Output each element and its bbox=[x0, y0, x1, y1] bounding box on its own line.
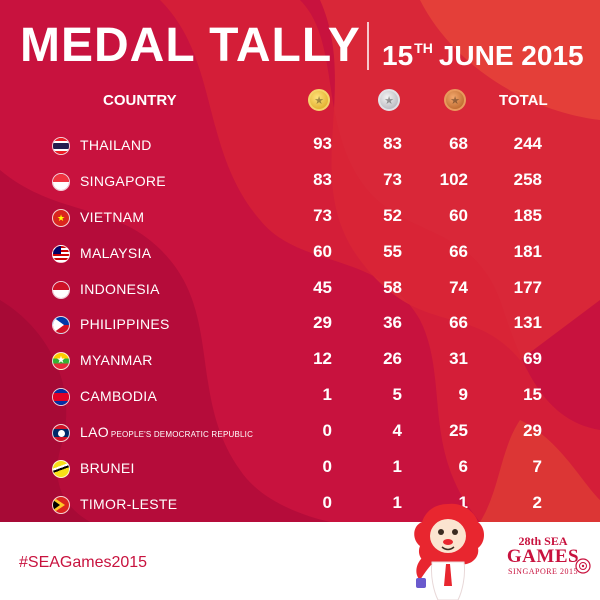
thailand-flag-icon bbox=[52, 137, 70, 155]
gold-count: 45 bbox=[313, 277, 332, 297]
gold-count: 0 bbox=[322, 421, 332, 441]
silver-medal-icon: ★ bbox=[378, 89, 400, 111]
country-name: LAO PEOPLE'S DEMOCRATIC REPUBLIC bbox=[80, 424, 254, 441]
logo-edition: 28th SEA bbox=[518, 534, 568, 548]
total-count: 177 bbox=[513, 277, 542, 297]
total-count: 185 bbox=[513, 205, 542, 225]
silver-count: 1 bbox=[392, 492, 402, 512]
country-name: BRUNEI bbox=[80, 460, 135, 477]
date-rest: JUNE 2015 bbox=[438, 40, 584, 71]
silver-count: 5 bbox=[392, 385, 402, 405]
country-name: SINGAPORE bbox=[80, 172, 166, 189]
bronze-count: 60 bbox=[449, 205, 468, 225]
bronze-count: 31 bbox=[449, 349, 468, 369]
silver-count: 83 bbox=[383, 134, 402, 153]
gold-count: 73 bbox=[313, 205, 332, 225]
gold-count: 93 bbox=[313, 134, 332, 153]
bronze-count: 102 bbox=[439, 169, 468, 189]
sea-games-emblem-icon bbox=[575, 558, 591, 574]
country-name: MYANMAR bbox=[80, 352, 153, 369]
table-row: CAMBODIA 1 5 9 15 bbox=[0, 378, 600, 414]
gold-count: 1 bbox=[322, 385, 332, 405]
country-name: PHILIPPINES bbox=[80, 316, 170, 333]
gold-count: 12 bbox=[313, 349, 332, 369]
country-name: MALAYSIA bbox=[80, 244, 152, 261]
country-name: VIETNAM bbox=[80, 208, 145, 225]
table-row: THAILAND 93 83 68 244 bbox=[0, 127, 600, 163]
silver-count: 55 bbox=[383, 241, 402, 261]
total-count: 181 bbox=[513, 241, 542, 261]
country-name: CAMBODIA bbox=[80, 388, 158, 405]
logo-place: SINGAPORE 2015 bbox=[508, 567, 578, 576]
table-row: LAO PEOPLE'S DEMOCRATIC REPUBLIC 0 4 25 2… bbox=[0, 414, 600, 450]
gold-count: 83 bbox=[313, 169, 332, 189]
total-count: 131 bbox=[513, 313, 542, 333]
total-count: 69 bbox=[523, 349, 542, 369]
country-name: INDONESIA bbox=[80, 280, 160, 297]
bronze-count: 1 bbox=[458, 492, 468, 512]
medal-tally-board: MEDAL TALLY 15TH JUNE 2015 COUNTRY ★ ★ ★ … bbox=[0, 0, 600, 522]
philippines-flag-icon bbox=[52, 316, 70, 335]
total-count: 244 bbox=[513, 134, 542, 153]
vietnam-flag-icon: ★ bbox=[52, 208, 70, 227]
timor-leste-flag-icon bbox=[52, 495, 70, 514]
title-divider bbox=[367, 22, 369, 70]
page-title: MEDAL TALLY bbox=[20, 19, 361, 72]
bronze-count: 9 bbox=[458, 385, 468, 405]
gold-count: 29 bbox=[313, 313, 332, 333]
hashtag-link[interactable]: #SEAGames2015 bbox=[19, 554, 148, 571]
total-count: 29 bbox=[523, 421, 542, 441]
silver-count: 26 bbox=[383, 349, 402, 369]
bronze-count: 66 bbox=[449, 241, 468, 261]
medal-table: THAILAND 93 83 68 244 SINGAPORE 83 73 10… bbox=[0, 127, 600, 522]
lion-mascot-icon bbox=[414, 503, 484, 600]
bronze-count: 66 bbox=[449, 313, 468, 333]
malaysia-flag-icon bbox=[52, 244, 70, 263]
total-count: 7 bbox=[532, 457, 542, 477]
table-row: INDONESIA 45 58 74 177 bbox=[0, 271, 600, 307]
table-row: MALAYSIA 60 55 66 181 bbox=[0, 235, 600, 271]
bronze-medal-icon: ★ bbox=[444, 89, 466, 111]
country-name: TIMOR-LESTE bbox=[80, 495, 178, 512]
tally-date: 15TH JUNE 2015 bbox=[382, 33, 584, 71]
total-count: 2 bbox=[532, 492, 542, 512]
gold-count: 0 bbox=[322, 457, 332, 477]
silver-count: 36 bbox=[383, 313, 402, 333]
lao-flag-icon bbox=[52, 424, 70, 443]
brunei-flag-icon bbox=[52, 460, 70, 479]
column-header-total: TOTAL bbox=[499, 92, 548, 109]
silver-count: 52 bbox=[383, 205, 402, 225]
bronze-count: 74 bbox=[449, 277, 468, 297]
footer: #SEAGames2015 bbox=[0, 522, 600, 600]
gold-count: 0 bbox=[322, 492, 332, 512]
sea-games-logo: 28th SEA GAMES SINGAPORE 2015 bbox=[493, 535, 593, 578]
table-row: ★ VIETNAM 73 52 60 185 bbox=[0, 199, 600, 235]
indonesia-flag-icon bbox=[52, 280, 70, 299]
table-row: BRUNEI 0 1 6 7 bbox=[0, 450, 600, 486]
total-count: 15 bbox=[523, 385, 542, 405]
silver-count: 58 bbox=[383, 277, 402, 297]
bronze-count: 68 bbox=[449, 134, 468, 153]
singapore-flag-icon bbox=[52, 172, 70, 191]
silver-count: 1 bbox=[392, 457, 402, 477]
total-count: 258 bbox=[513, 169, 542, 189]
table-row: SINGAPORE 83 73 102 258 bbox=[0, 163, 600, 199]
table-row: ★ MYANMAR 12 26 31 69 bbox=[0, 342, 600, 378]
date-day: 15 bbox=[382, 40, 414, 71]
silver-count: 73 bbox=[383, 169, 402, 189]
gold-medal-icon: ★ bbox=[308, 89, 330, 111]
country-name: THAILAND bbox=[80, 137, 152, 153]
myanmar-flag-icon: ★ bbox=[52, 352, 70, 371]
silver-count: 4 bbox=[392, 421, 402, 441]
bronze-count: 6 bbox=[458, 457, 468, 477]
bronze-count: 25 bbox=[449, 421, 468, 441]
cambodia-flag-icon bbox=[52, 388, 70, 407]
column-header-country: COUNTRY bbox=[103, 92, 177, 109]
logo-name: GAMES bbox=[506, 546, 580, 567]
table-row: PHILIPPINES 29 36 66 131 bbox=[0, 306, 600, 342]
date-suffix: TH bbox=[414, 40, 433, 56]
gold-count: 60 bbox=[313, 241, 332, 261]
table-row: TIMOR-LESTE 0 1 1 2 bbox=[0, 486, 600, 522]
